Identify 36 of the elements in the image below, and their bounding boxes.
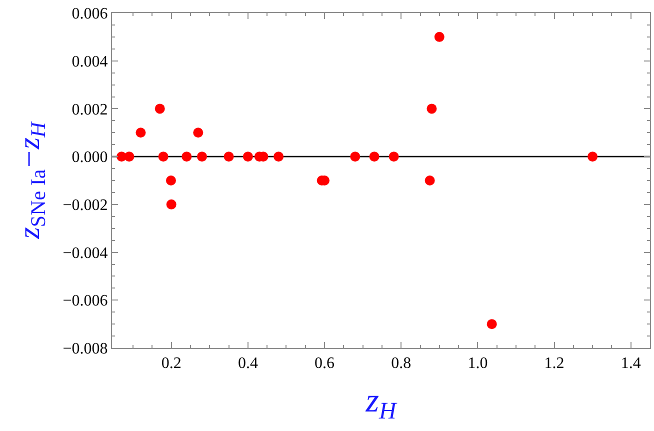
- y-tick-label: 0.004: [72, 53, 108, 70]
- y-tick-label: −0.004: [62, 244, 108, 262]
- point: [388, 152, 399, 162]
- x-axis-title: z$_{H}$: [364, 382, 398, 425]
- point: [196, 152, 207, 162]
- x-tick-label: 0.2: [161, 355, 182, 372]
- x-tick-label: 0.8: [391, 355, 412, 372]
- y-tick-label: −0.002: [62, 197, 108, 214]
- point: [369, 152, 380, 162]
- point: [166, 199, 176, 210]
- point: [424, 176, 435, 186]
- point: [588, 152, 598, 162]
- point: [158, 152, 168, 162]
- point: [486, 319, 497, 330]
- point: [242, 152, 253, 162]
- x-tick-label: 0.4: [238, 355, 258, 372]
- x-tick-label: 1.4: [620, 355, 641, 372]
- point: [154, 104, 165, 114]
- point: [434, 32, 444, 42]
- x-tick-label: 1.2: [544, 355, 564, 372]
- y-tick-label: 0.000: [72, 149, 108, 166]
- point: [166, 176, 176, 186]
- y-tick-label: 0.006: [72, 6, 108, 23]
- point: [350, 152, 360, 162]
- x-tick-label: 1.0: [468, 355, 488, 372]
- point: [124, 152, 134, 162]
- point: [193, 128, 204, 138]
- point: [426, 104, 437, 114]
- point: [136, 128, 146, 138]
- point: [224, 152, 234, 162]
- point: [274, 152, 284, 162]
- y-tick-label: 0.002: [72, 101, 108, 118]
- point: [182, 152, 192, 162]
- y-tick-label: −0.006: [62, 292, 108, 310]
- y-tick-label: −0.008: [62, 340, 108, 358]
- x-tick-label: 0.6: [314, 355, 335, 372]
